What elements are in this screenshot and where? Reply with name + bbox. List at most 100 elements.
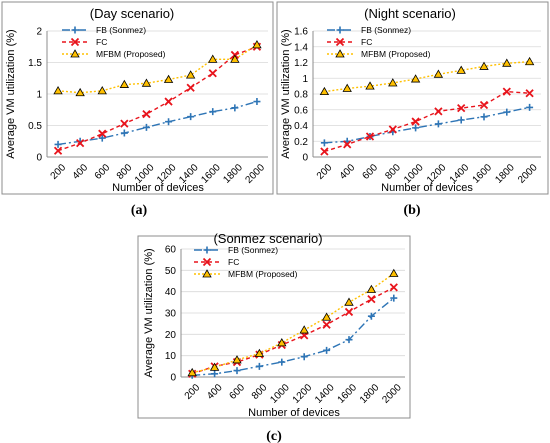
data-point: [253, 98, 261, 106]
data-point: [300, 353, 308, 361]
chart-frame: [137, 235, 411, 419]
y-tick-label: 30: [165, 309, 177, 320]
data-point: [389, 268, 399, 277]
panel-caption: (b): [403, 203, 420, 218]
data-point: [208, 54, 218, 63]
series-line: [57, 46, 258, 152]
data-point: [97, 86, 107, 95]
series-triangle: [187, 268, 399, 377]
panel-caption: (a): [131, 203, 148, 218]
y-tick-label: 20: [165, 330, 177, 341]
legend-marker: [336, 26, 344, 34]
data-point: [142, 110, 151, 119]
y-tick-label: 0: [302, 153, 308, 164]
data-point: [366, 284, 377, 293]
y-tick-label: 1.6: [294, 27, 308, 38]
data-point: [365, 132, 375, 141]
chart-title: (Sonmez scenario): [213, 231, 322, 246]
legend-entry: FC: [194, 257, 239, 267]
y-axis-title: Average VM utilization (%): [5, 29, 17, 158]
y-tick-label: 10: [165, 351, 177, 362]
y-tick-label: 0.8: [294, 90, 308, 101]
data-point: [502, 58, 512, 67]
data-point: [526, 103, 534, 111]
data-point: [98, 129, 107, 138]
data-point: [456, 65, 466, 74]
series-line: [191, 286, 395, 375]
data-point: [410, 74, 421, 83]
data-point: [98, 134, 106, 142]
data-point: [457, 116, 465, 124]
data-point: [434, 120, 442, 128]
data-point: [457, 104, 466, 113]
data-point: [480, 113, 488, 121]
data-point: [119, 79, 130, 88]
series-line: [324, 106, 530, 144]
data-point: [388, 125, 397, 134]
y-tick-label: 1.4: [294, 42, 308, 53]
legend-label: FB (Sonmez): [228, 245, 278, 255]
data-point: [343, 140, 352, 149]
data-point: [254, 348, 265, 357]
legend-marker: [202, 257, 212, 267]
legend-label: FB (Sonmez): [361, 25, 411, 35]
data-point: [230, 54, 240, 63]
data-point: [320, 139, 328, 147]
data-point: [186, 83, 195, 92]
data-point: [345, 336, 353, 344]
legend-entry: FC: [327, 37, 372, 47]
legend-entry: MFBM (Proposed): [194, 269, 298, 279]
series-line: [192, 297, 395, 376]
legend-entry: FC: [62, 37, 107, 47]
legend-marker: [71, 26, 79, 34]
legend-entry: FB (Sonmez): [327, 25, 411, 35]
series-line: [324, 61, 530, 93]
chart-frame: [276, 1, 549, 195]
legend-label: MFBM (Proposed): [361, 49, 431, 59]
legend-entry: MFBM (Proposed): [327, 49, 431, 59]
data-point: [322, 320, 331, 329]
y-tick-label: 0.5: [28, 121, 42, 132]
data-point: [479, 100, 489, 110]
y-tick-label: 0: [170, 373, 176, 384]
y-tick-label: 1.2: [294, 58, 308, 69]
chart-title: (Night scenario): [364, 6, 456, 21]
y-axis-title: Average VM utilization (%): [280, 29, 292, 158]
x-axis-title: Number of devices: [112, 182, 204, 194]
data-point: [479, 61, 489, 70]
series-triangle: [53, 40, 262, 97]
data-point: [120, 129, 128, 137]
y-tick-label: 60: [165, 245, 177, 256]
y-tick-label: 0.6: [294, 105, 308, 116]
series-triangle: [319, 56, 535, 96]
data-point: [165, 118, 173, 126]
x-axis-title: Number of devices: [248, 407, 340, 419]
y-axis-title: Average VM utilization (%): [143, 248, 155, 377]
legend-entry: FB (Sonmez): [194, 245, 278, 255]
data-point: [163, 74, 174, 83]
chart-panel-b: (Night scenario)00.20.40.60.811.21.41.62…: [276, 1, 549, 195]
legend-label: FB (Sonmez): [96, 25, 146, 35]
data-point: [412, 124, 420, 132]
y-tick-label: 1: [36, 90, 42, 101]
data-point: [187, 367, 197, 377]
data-point: [142, 123, 150, 131]
data-point: [320, 147, 329, 156]
y-tick-label: 1: [302, 74, 308, 85]
data-point: [209, 108, 217, 116]
data-point: [187, 113, 195, 121]
data-point: [252, 40, 262, 49]
data-point: [232, 355, 242, 364]
y-tick-label: 0.2: [294, 137, 308, 148]
data-point: [76, 139, 85, 148]
data-point: [319, 86, 330, 96]
data-point: [53, 86, 63, 95]
data-point: [524, 56, 535, 66]
series-line: [324, 90, 530, 153]
y-tick-label: 1.5: [28, 58, 42, 69]
data-point: [389, 283, 398, 292]
series-x: [53, 42, 262, 155]
legend-label: MFBM (Proposed): [96, 49, 166, 59]
data-point: [367, 312, 375, 320]
